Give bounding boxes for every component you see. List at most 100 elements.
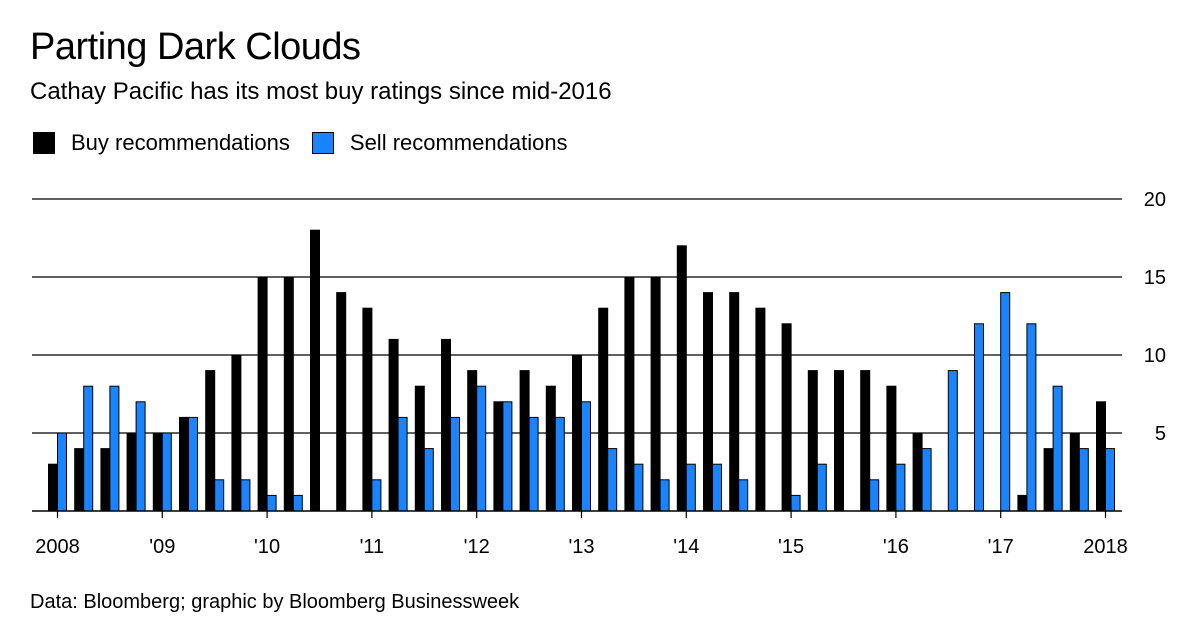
bar-buy: [179, 416, 189, 512]
bar-sell: [292, 494, 303, 512]
bar-buy: [781, 323, 792, 512]
bar-buy: [886, 385, 897, 512]
bar-sell: [738, 479, 749, 512]
bar-buy: [283, 276, 294, 512]
bar-sell: [423, 448, 434, 512]
legend-item-buy: Buy recommendations: [33, 130, 290, 156]
bar-buy: [414, 385, 425, 512]
bar-buy: [257, 276, 268, 512]
bar-sell: [397, 416, 408, 512]
bar-buy: [703, 292, 713, 512]
bar-buy: [467, 370, 478, 512]
bar-buy: [624, 276, 635, 512]
bar-sell: [581, 401, 591, 512]
bar-buy: [1017, 494, 1028, 512]
x-tick-label: '13: [568, 536, 594, 558]
bar-sell: [266, 494, 277, 512]
y-tick-label: 10: [1144, 345, 1166, 367]
bar-buy: [336, 292, 347, 512]
bar-buy: [152, 432, 163, 512]
bar-sell: [83, 385, 94, 512]
bar-buy: [860, 370, 871, 512]
legend-item-sell: Sell recommendations: [311, 130, 568, 156]
source-note: Data: Bloomberg; graphic by Bloomberg Bu…: [30, 591, 520, 613]
bar-sell: [1026, 323, 1037, 512]
bar-sell: [188, 416, 198, 512]
bar-sell: [371, 479, 382, 512]
bar-buy: [100, 448, 111, 512]
bar-buy: [493, 401, 504, 512]
x-axis-ticks: 2008 '09 '10 '11 '12 '13 '14 '15 '16 '17 2018: [35, 511, 1128, 558]
bar-buy: [519, 370, 530, 512]
bar-sell: [712, 463, 722, 512]
bar-buy: [650, 276, 661, 512]
bar-sell: [1052, 385, 1063, 512]
bar-sell: [1105, 448, 1115, 512]
bar-buy: [598, 307, 609, 512]
bar-buy: [1069, 432, 1080, 512]
chart-title: Parting Dark Clouds: [30, 26, 361, 68]
bar-sell: [607, 448, 618, 512]
bar-sell: [869, 479, 880, 512]
bar-sell: [135, 401, 146, 512]
x-tick-label: '16: [883, 536, 909, 558]
bar-buy: [388, 338, 399, 512]
bar-sell: [659, 479, 670, 512]
bar-buy: [755, 307, 766, 512]
bar-buy: [1096, 401, 1106, 512]
bar-buy: [912, 432, 923, 512]
legend-swatch-buy: [33, 132, 55, 154]
y-tick-label: 20: [1144, 189, 1166, 211]
bar-buy: [1043, 448, 1054, 512]
x-tick-label: 2008: [35, 536, 80, 558]
legend: Buy recommendations Sell recommendations: [33, 130, 590, 156]
bar-sell: [554, 416, 565, 512]
x-tick-label: '09: [149, 536, 175, 558]
bar-sell: [57, 432, 67, 512]
legend-swatch-sell: [311, 132, 334, 154]
bar-sell: [109, 385, 120, 512]
bar-sell: [947, 370, 958, 512]
bar-sell: [921, 448, 932, 512]
bar-sell: [1000, 292, 1011, 512]
legend-label-buy: Buy recommendations: [71, 130, 290, 155]
bar-buy: [231, 354, 242, 512]
bar-buy: [572, 354, 582, 512]
bar-sell: [633, 463, 644, 512]
bar-buy: [126, 432, 137, 512]
bar-buy: [807, 370, 818, 512]
x-tick-label: '17: [988, 536, 1014, 558]
bars: [48, 229, 1115, 512]
y-axis-ticks: 5 10 15 20: [1144, 189, 1166, 445]
bar-buy: [205, 370, 216, 512]
x-tick-label: '14: [673, 536, 699, 558]
bar-sell: [502, 401, 513, 512]
x-tick-label: '11: [360, 536, 385, 558]
x-tick-label: '10: [254, 536, 280, 558]
x-tick-label: '15: [778, 536, 804, 558]
bar-buy: [676, 245, 687, 512]
bar-buy: [729, 292, 740, 512]
bar-sell: [240, 479, 251, 512]
bar-sell: [685, 463, 696, 512]
y-tick-label: 15: [1144, 267, 1166, 289]
bar-buy: [310, 229, 320, 512]
bar-buy: [362, 307, 373, 512]
x-tick-label: 2018: [1083, 536, 1128, 558]
bar-buy: [48, 463, 58, 512]
y-tick-label: 5: [1155, 423, 1166, 445]
bar-buy: [441, 338, 451, 512]
bar-buy: [834, 370, 844, 512]
bar-sell: [161, 432, 172, 512]
bar-sell: [974, 323, 984, 512]
bar-sell: [1078, 448, 1089, 512]
bar-buy: [545, 385, 556, 512]
bar-sell: [450, 416, 460, 512]
chart-subtitle: Cathay Pacific has its most buy ratings …: [30, 78, 612, 105]
bar-buy: [74, 448, 85, 512]
bar-sell: [528, 416, 539, 512]
bar-sell: [790, 494, 801, 512]
bar-sell: [214, 479, 225, 512]
bar-sell: [476, 385, 487, 512]
